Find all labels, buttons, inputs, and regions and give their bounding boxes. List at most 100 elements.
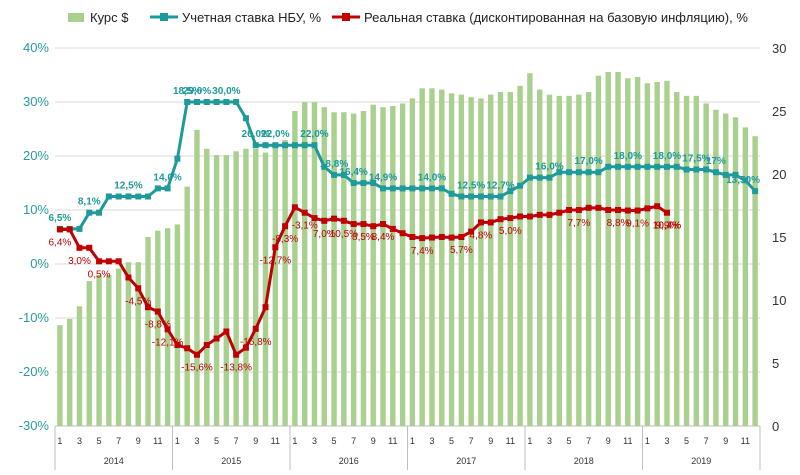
real-data-label: -8,3% — [272, 234, 298, 245]
real-data-label: -12,1% — [152, 337, 184, 348]
nbu-point — [585, 169, 592, 176]
nbu-data-label: 17,5% — [682, 154, 710, 165]
nbu-data-label: 18,0% — [653, 151, 681, 162]
real-data-label: 10,7% — [653, 221, 681, 232]
fx-bar — [370, 104, 376, 426]
nbu-point — [115, 193, 122, 200]
fx-bar — [350, 113, 357, 427]
fx-bar — [262, 152, 269, 426]
real-point — [66, 226, 73, 233]
fx-bar — [527, 73, 533, 426]
fx-bar — [174, 224, 181, 426]
nbu-point — [663, 163, 670, 170]
nbu-point — [673, 163, 680, 170]
real-data-label: -3,1% — [292, 221, 318, 232]
fx-bar — [321, 107, 327, 426]
x-month-tick-label: 7 — [469, 436, 474, 446]
nbu-point — [732, 171, 739, 178]
x-month-tick-label: 5 — [567, 436, 572, 446]
fx-bar — [566, 95, 572, 426]
x-month-tick-label: 7 — [586, 436, 591, 446]
x-year-label: 2015 — [221, 456, 241, 466]
nbu-point — [86, 209, 93, 216]
fx-bar — [253, 148, 259, 427]
fx-bar — [223, 155, 230, 426]
real-point — [399, 230, 406, 237]
real-point — [546, 211, 553, 218]
nbu-data-label: 18,0% — [614, 151, 642, 162]
nbu-point — [419, 185, 426, 192]
y-right-tick-label: 20 — [772, 167, 786, 182]
nbu-point — [184, 99, 191, 105]
nbu-point — [507, 188, 514, 195]
y-right-tick-label: 0 — [772, 419, 779, 434]
nbu-point — [380, 185, 387, 192]
nbu-point — [448, 190, 455, 197]
x-month-tick-label: 9 — [606, 436, 611, 446]
real-point — [311, 215, 318, 222]
nbu-point — [262, 142, 269, 149]
fx-bar — [752, 136, 758, 426]
nbu-point — [282, 142, 289, 149]
real-point — [56, 226, 63, 233]
real-point — [135, 285, 142, 292]
nbu-data-label: 16,4% — [339, 167, 367, 178]
real-point — [380, 221, 387, 228]
real-point — [634, 207, 641, 214]
real-point — [350, 221, 357, 228]
nbu-point — [252, 142, 259, 149]
real-data-label: -12,7% — [259, 255, 291, 266]
real-point — [184, 345, 191, 352]
x-month-tick-label: 5 — [214, 436, 219, 446]
real-point — [497, 216, 504, 223]
fx-bar — [429, 88, 435, 426]
real-data-label: 5,0% — [499, 226, 522, 237]
x-month-tick-label: 7 — [234, 436, 239, 446]
legend-real-marker — [342, 13, 350, 21]
legend-fx-swatch — [68, 13, 84, 22]
fx-bar — [713, 109, 719, 427]
nbu-point — [624, 163, 631, 170]
nbu-point — [399, 185, 406, 192]
nbu-point — [145, 193, 152, 200]
nbu-point — [233, 99, 240, 105]
x-month-tick-label: 3 — [547, 436, 552, 446]
nbu-point — [242, 115, 249, 122]
x-year-label: 2019 — [691, 456, 711, 466]
fx-bar — [76, 306, 83, 426]
fx-bar — [517, 85, 523, 427]
fx-bar — [380, 107, 386, 426]
real-point — [468, 228, 475, 235]
fx-bar — [683, 95, 690, 426]
nbu-point — [683, 166, 690, 173]
y-right-tick-label: 10 — [772, 293, 786, 308]
y-left-tick-label: 20% — [23, 148, 49, 163]
nbu-point — [517, 182, 524, 189]
nbu-point — [654, 163, 661, 170]
fx-bar — [292, 111, 298, 426]
fx-bar — [488, 94, 494, 427]
real-point — [272, 244, 279, 251]
fx-bar — [213, 155, 220, 426]
real-point — [154, 308, 161, 315]
real-point — [145, 304, 152, 311]
fx-bar — [448, 93, 455, 427]
real-point — [615, 207, 622, 213]
legend-nbu-label: Учетная ставка НБУ, % — [182, 10, 321, 25]
real-rate-series: 6,4% 3,0% 0,5% -4,5% -8,8% -12,1% -15,6% -13,8%… — [48, 203, 681, 374]
fx-bar — [497, 92, 504, 426]
y-left-tick-label: -10% — [19, 310, 50, 325]
fx-bar — [272, 142, 279, 426]
y-left-tick-label: 10% — [23, 202, 49, 217]
real-point — [585, 204, 592, 211]
x-month-tick-label: 11 — [506, 436, 515, 446]
x-month-tick-label: 11 — [388, 436, 397, 446]
nbu-point — [595, 169, 602, 176]
real-point — [487, 219, 494, 226]
real-data-label: 3,0% — [68, 256, 91, 267]
nbu-data-label: 14,0% — [418, 172, 446, 183]
y-left-tick-label: 30% — [23, 94, 49, 109]
real-point — [242, 344, 249, 351]
